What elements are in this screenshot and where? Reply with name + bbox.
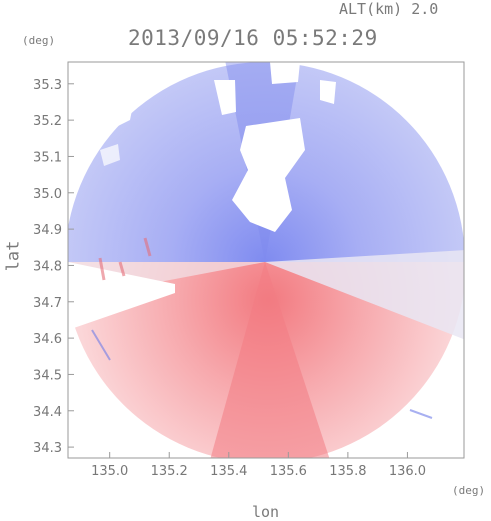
y-tick-label: 34.5 [33,368,62,383]
receding-core [210,262,330,458]
no-data-north-3 [320,80,336,104]
no-data-north-2 [270,62,300,84]
x-tick-label: 135.4 [210,464,247,479]
no-data-bay [232,118,305,232]
y-tick-label: 35.2 [33,114,62,129]
y-tick-label: 34.4 [33,405,62,420]
east-transition-band [265,250,464,340]
y-tick-label: 34.8 [33,259,62,274]
no-data-nw [68,70,140,160]
x-tick-label: 136.0 [389,464,426,479]
no-data-north-1 [214,80,236,115]
altitude-label: ALT(km) 2.0 [339,0,439,18]
y-tick-label: 34.7 [33,296,62,311]
x-tick-label: 135.8 [329,464,366,479]
no-data-west-wedge [68,262,175,330]
y-tick-label: 35.0 [33,187,62,202]
plot-frame [67,61,465,459]
y-tick-label: 34.6 [33,332,62,347]
no-data-nw-2 [100,144,120,166]
x-tick-label: 135.2 [151,464,188,479]
x-tick-label: 135.6 [270,464,307,479]
x-axis-label: lon [252,503,280,521]
y-tick-label: 34.9 [33,223,62,238]
y-axis-unit: (deg) [22,34,56,47]
y-tick-label: 34.3 [33,441,62,456]
radar-data-layer [68,62,464,458]
y-tick-label: 35.1 [33,150,62,165]
clutter-streaks [98,237,152,281]
timestamp-title: 2013/09/16 05:52:29 [128,26,378,50]
x-axis-ticks: 135.0 135.2 135.4 135.6 135.8 136.0 [91,452,426,479]
x-axis-unit: (deg) [452,484,486,497]
y-tick-label: 35.3 [33,78,62,93]
x-tick-label: 135.0 [91,464,128,479]
y-axis-ticks: 35.3 35.2 35.1 35.0 34.9 34.8 34.7 34.6 34.5 34.4… [33,78,74,456]
